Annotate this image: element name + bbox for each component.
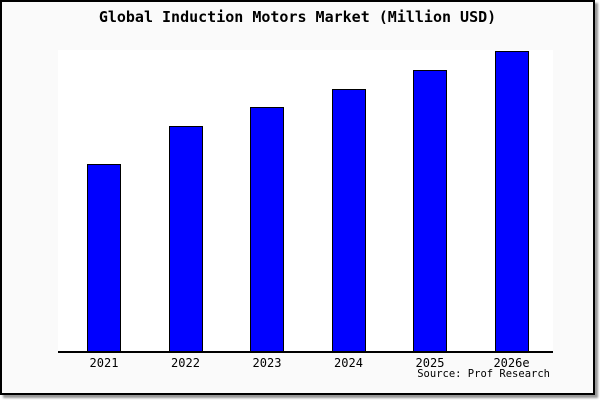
bar-2021 bbox=[87, 163, 121, 351]
chart-title: Global Induction Motors Market (Million … bbox=[98, 8, 497, 26]
x-tick-label-2024: 2024 bbox=[334, 356, 363, 370]
chart-frame: Global Induction Motors Market (Million … bbox=[0, 0, 595, 395]
bar-2026e bbox=[494, 51, 529, 351]
x-tick-label-2026e: 2026e bbox=[493, 356, 530, 370]
bar-2022 bbox=[168, 126, 203, 351]
x-tick-label-2021: 2021 bbox=[89, 356, 119, 370]
bar-2025 bbox=[413, 69, 447, 351]
x-tick-label-2023: 2023 bbox=[252, 356, 282, 370]
bar-2023 bbox=[250, 107, 284, 351]
x-tick-label-2022: 2022 bbox=[171, 356, 200, 370]
bar-2024 bbox=[331, 88, 366, 351]
x-tick-label-2025: 2025 bbox=[415, 356, 445, 370]
source-label: Source: Prof Research bbox=[417, 368, 550, 380]
plot-area bbox=[58, 50, 553, 353]
